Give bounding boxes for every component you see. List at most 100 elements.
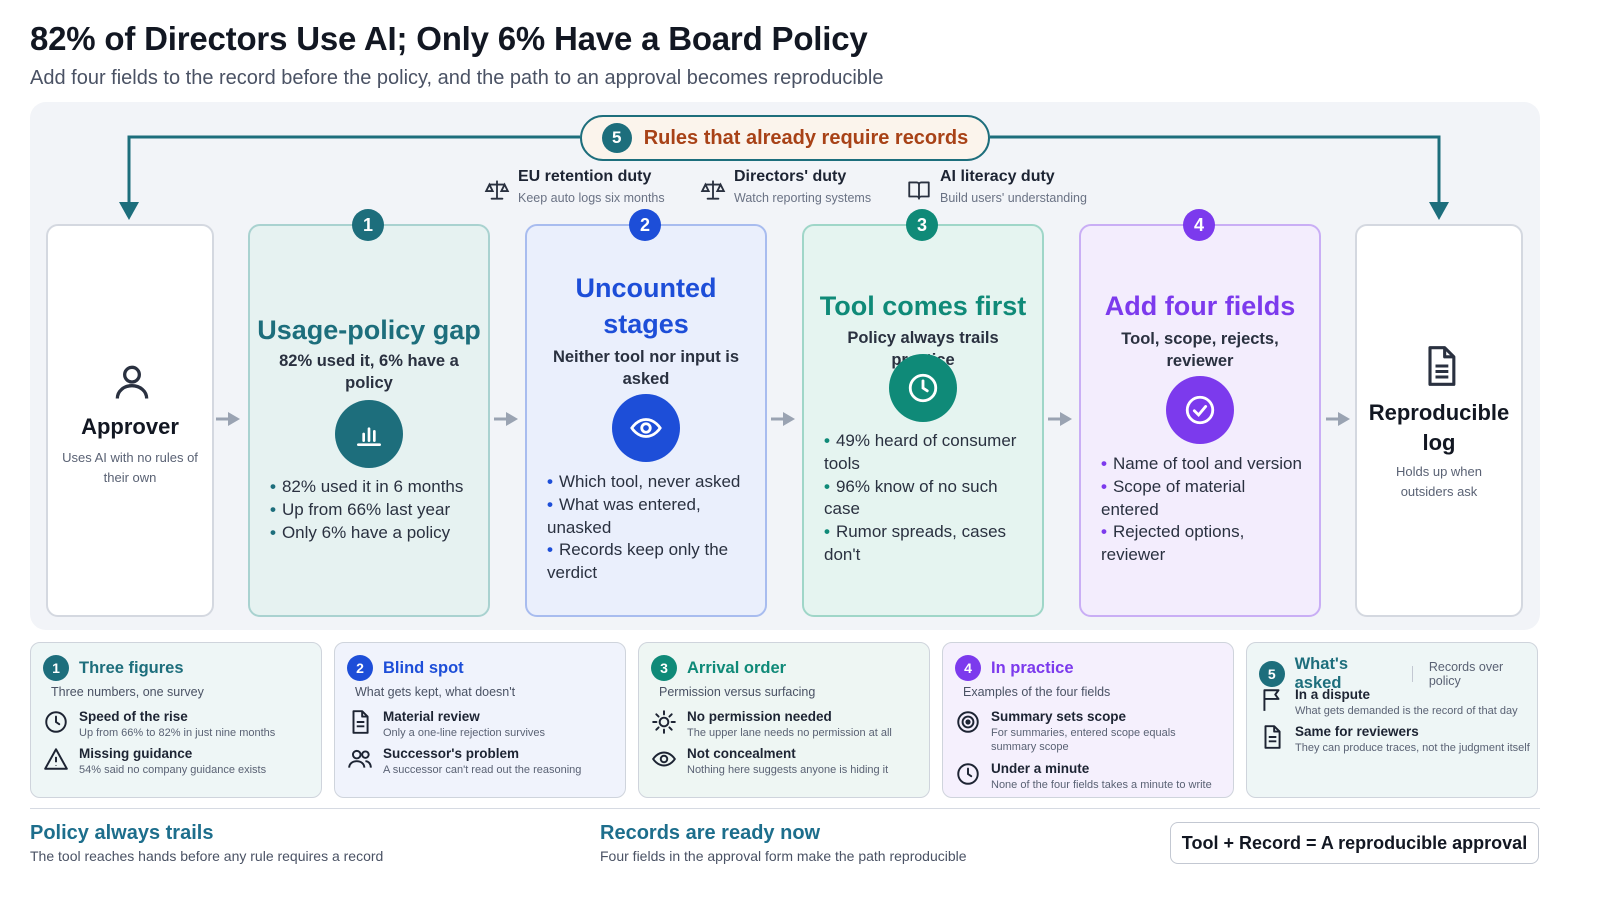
note-in-practice: 4 In practice Examples of the four fields… bbox=[942, 642, 1234, 798]
stage-icon-circle bbox=[889, 354, 957, 422]
note-item-desc: A successor can't read out the reasoning bbox=[383, 764, 582, 776]
bullet-text: 96% know of no such case bbox=[824, 476, 998, 519]
bar-chart-icon bbox=[357, 427, 381, 446]
duty-title: AI literacy duty bbox=[940, 168, 1055, 185]
note-title: Blind spot bbox=[383, 658, 464, 677]
note-subtitle: What gets kept, what doesn't bbox=[355, 685, 516, 699]
note-number: 5 bbox=[1259, 661, 1285, 687]
note-title: Three figures bbox=[79, 658, 184, 677]
footer-left-desc: The tool reaches hands before any rule r… bbox=[30, 848, 384, 864]
scale-icon bbox=[484, 180, 510, 200]
clock-icon bbox=[908, 373, 938, 403]
log-card: Reproducible log Holds up when outsiders… bbox=[1355, 224, 1523, 617]
clock-icon bbox=[957, 763, 979, 785]
note-item-title: Same for reviewers bbox=[1295, 724, 1419, 739]
stage-bullets: Which tool, never asked What was entered… bbox=[547, 471, 751, 585]
stage-4-badge: 4 bbox=[1183, 209, 1215, 241]
note-number: 2 bbox=[347, 655, 373, 681]
note-whats-asked: 5 What's asked Records over policy In a di… bbox=[1246, 642, 1538, 798]
stage-subtitle: 82% used it, 6% have a policy bbox=[279, 352, 459, 392]
stage-card-uncounted: Uncounted stages Neither tool nor input … bbox=[525, 224, 767, 617]
note-item-title: Not concealment bbox=[687, 746, 796, 761]
bullet-text: Up from 66% last year bbox=[281, 499, 451, 519]
note-item-title: Speed of the rise bbox=[79, 709, 188, 724]
stage-icon-circle bbox=[1166, 376, 1234, 444]
stage-card-four-fields: Add four fields Tool, scope, rejects, re… bbox=[1079, 224, 1321, 617]
note-number: 1 bbox=[43, 655, 69, 681]
clock-icon bbox=[45, 711, 67, 733]
duty-desc: Keep auto logs six months bbox=[518, 191, 665, 205]
stage-subtitle: Tool, scope, rejects, reviewer bbox=[1121, 330, 1279, 370]
note-item-title: In a dispute bbox=[1295, 687, 1371, 702]
stage-title: Tool comes first bbox=[819, 291, 1027, 321]
note-item-desc: For summaries, entered scope equals summ… bbox=[991, 727, 1176, 753]
log-desc: Holds up when outsiders ask bbox=[1396, 464, 1482, 499]
bullet-text: Only 6% have a policy bbox=[281, 522, 451, 542]
stage-title: Add four fields bbox=[1104, 291, 1296, 321]
footer-divider bbox=[30, 808, 1540, 809]
note-item-title: Missing guidance bbox=[79, 746, 193, 761]
note-title: What's asked bbox=[1294, 655, 1349, 692]
note-item-desc: 54% said no company guidance exists bbox=[79, 764, 267, 776]
flag-icon bbox=[1263, 689, 1280, 711]
page-subtitle: Add four fields to the record before the… bbox=[30, 67, 884, 89]
check-circle-icon bbox=[1185, 395, 1215, 425]
footer-mid-title: Records are ready now bbox=[600, 822, 821, 844]
bullet-text: Rumor spreads, cases don't bbox=[824, 522, 1007, 564]
duty-ai-literacy: AI literacy duty Build users' understandi… bbox=[906, 168, 1087, 205]
stage-title: Usage-policy gap bbox=[257, 315, 481, 345]
note-item-title: Material review bbox=[383, 709, 480, 724]
scale-icon bbox=[700, 180, 726, 200]
eye-icon bbox=[652, 751, 676, 767]
user-icon bbox=[115, 365, 149, 399]
note-item-desc: Only a one-line rejection survives bbox=[383, 727, 546, 739]
bullet-text: Rejected options, reviewer bbox=[1101, 522, 1245, 565]
flow-arrow bbox=[216, 412, 240, 426]
document-icon bbox=[1428, 346, 1456, 386]
footer-left-title: Policy always trails bbox=[30, 822, 214, 844]
note-item-desc: None of the four fields takes a minute t… bbox=[991, 779, 1212, 791]
book-icon bbox=[908, 181, 930, 200]
note-item-title: No permission needed bbox=[687, 709, 832, 724]
stage-icon-circle bbox=[335, 400, 403, 468]
page-title: 82% of Directors Use AI; Only 6% Have a … bbox=[30, 20, 868, 57]
note-title: Arrival order bbox=[687, 658, 787, 677]
note-subtitle: Permission versus surfacing bbox=[659, 685, 816, 699]
note-number: 4 bbox=[955, 655, 981, 681]
bullet-text: Which tool, never asked bbox=[558, 472, 741, 491]
note-subtitle: Three numbers, one survey bbox=[51, 685, 204, 699]
duty-title: Directors' duty bbox=[734, 168, 847, 185]
stage-icon-circle bbox=[612, 394, 680, 462]
log-title: Reproducible log bbox=[1368, 400, 1510, 455]
note-item-desc: Up from 66% to 82% in just nine months bbox=[79, 727, 276, 739]
rules-connector bbox=[119, 135, 1449, 220]
rules-pill: 5 Rules that already require records bbox=[580, 115, 990, 161]
duty-desc: Build users' understanding bbox=[940, 191, 1087, 205]
note-item-title: Successor's problem bbox=[383, 746, 520, 761]
users-icon bbox=[348, 749, 372, 768]
flow-arrow bbox=[1048, 412, 1072, 426]
duty-desc: Watch reporting systems bbox=[734, 191, 872, 205]
note-item-desc: They can produce traces, not the judgmen… bbox=[1295, 742, 1530, 754]
bullet-text: Scope of material entered bbox=[1101, 476, 1246, 519]
bullet-text: Records keep only the verdict bbox=[547, 540, 729, 583]
stage-2-badge: 2 bbox=[629, 209, 661, 241]
eye-icon bbox=[630, 418, 662, 438]
note-item-title: Summary sets scope bbox=[991, 709, 1127, 724]
bullet-text: 49% heard of consumer tools bbox=[824, 431, 1017, 473]
note-item-desc: The upper lane needs no permission at al… bbox=[687, 727, 892, 739]
duty-title: EU retention duty bbox=[518, 168, 652, 185]
note-arrival-order: 3 Arrival order Permission versus surfaci… bbox=[638, 642, 930, 798]
flow-arrow bbox=[1326, 412, 1350, 426]
stage-3-badge: 3 bbox=[906, 209, 938, 241]
stage-card-tool-first: Tool comes first Policy always trails pr… bbox=[802, 224, 1044, 617]
duty-eu-retention: EU retention duty Keep auto logs six mont… bbox=[484, 168, 665, 205]
footer-mid-desc: Four fields in the approval form make th… bbox=[600, 848, 967, 864]
stage-bullets: 82% used it in 6 months Up from 66% last… bbox=[270, 476, 474, 544]
target-icon bbox=[957, 711, 979, 733]
sun-icon bbox=[652, 710, 676, 734]
warning-icon bbox=[44, 748, 68, 770]
rules-number: 5 bbox=[601, 123, 632, 153]
formula-box: Tool + Record = A reproducible approval bbox=[1170, 822, 1539, 864]
note-extra: Records over policy bbox=[1428, 660, 1504, 688]
